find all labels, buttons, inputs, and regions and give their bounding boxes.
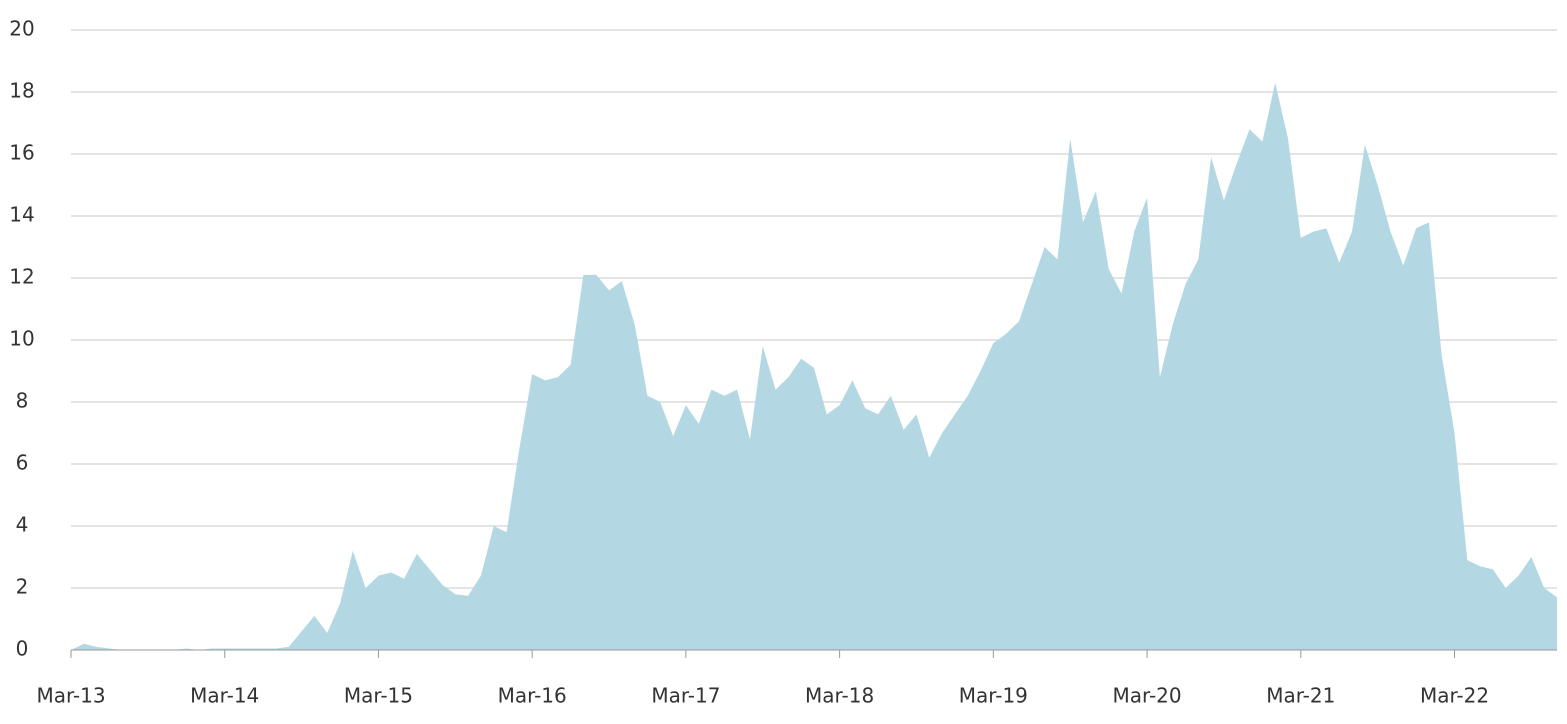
x-tick-label: Mar-14 [190, 684, 259, 708]
y-tick-label: 18 [9, 79, 34, 103]
y-tick-label: 12 [9, 265, 34, 289]
x-tick-label: Mar-17 [651, 684, 720, 708]
x-tick-label: Mar-16 [498, 684, 567, 708]
x-tick-label: Mar-21 [1266, 684, 1335, 708]
x-tick-label: Mar-18 [805, 684, 874, 708]
y-tick-label: 8 [16, 389, 29, 413]
x-tick-label: Mar-13 [36, 684, 105, 708]
x-tick-label: Mar-22 [1420, 684, 1489, 708]
y-tick-label: 14 [9, 203, 34, 227]
y-tick-label: 10 [9, 327, 34, 351]
y-tick-label: 20 [9, 17, 34, 41]
y-tick-label: 6 [16, 451, 29, 475]
y-tick-label: 2 [16, 575, 29, 599]
area [71, 82, 1557, 650]
y-tick-label: 0 [16, 637, 29, 661]
x-tick-label: Mar-20 [1113, 684, 1182, 708]
x-tick-label: Mar-19 [959, 684, 1028, 708]
y-tick-label: 16 [9, 141, 34, 165]
y-tick-label: 4 [16, 513, 29, 537]
x-tick-label: Mar-15 [344, 684, 413, 708]
